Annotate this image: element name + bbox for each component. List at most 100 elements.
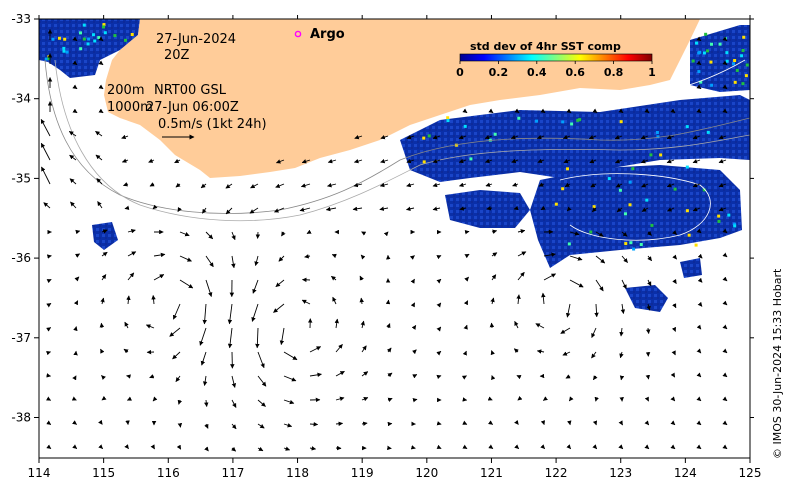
current-vector	[621, 279, 627, 290]
sst-speckle	[710, 42, 714, 46]
current-vector	[231, 423, 237, 430]
sst-speckle	[694, 243, 698, 247]
current-vector	[563, 158, 571, 164]
current-vector	[176, 444, 182, 450]
current-vector	[179, 231, 190, 237]
x-tick-label: 120	[415, 466, 438, 480]
current-vector	[254, 255, 259, 266]
current-vector	[722, 444, 728, 450]
current-vector	[591, 327, 597, 339]
current-vector	[491, 274, 497, 281]
y-axis: -33 -34 -35 -36 -37 -38	[11, 12, 754, 425]
sst-speckle	[718, 42, 722, 46]
sst-speckle	[733, 224, 737, 228]
sst-speckle	[744, 74, 748, 78]
current-vector	[620, 303, 626, 314]
colorbar-tick-label: 0.8	[604, 66, 624, 79]
sst-speckle	[422, 160, 426, 164]
current-vector	[275, 279, 285, 288]
sst-speckle	[709, 60, 713, 64]
current-vector	[177, 422, 183, 428]
sst-speckle	[733, 59, 737, 63]
current-vector	[491, 252, 498, 257]
sst-speckle	[79, 31, 83, 35]
current-vector	[463, 300, 469, 306]
current-vector	[595, 255, 606, 264]
current-vector	[72, 84, 78, 90]
current-vector	[124, 444, 129, 450]
current-vector	[512, 182, 519, 187]
current-vector	[540, 205, 546, 211]
contour-white-2	[599, 59, 746, 101]
current-vector	[696, 108, 702, 114]
sst-speckle	[535, 119, 539, 123]
current-vector	[227, 303, 233, 325]
current-vector	[464, 276, 469, 282]
sst-speckle	[607, 177, 611, 181]
sst-speckle	[628, 203, 632, 207]
current-vector	[646, 303, 651, 311]
sst-speckle	[44, 57, 48, 61]
current-vector	[670, 108, 676, 114]
sst-speckle	[628, 180, 632, 184]
current-vector	[204, 399, 209, 407]
current-vector	[722, 60, 728, 66]
colorbar-gradient	[459, 53, 653, 62]
current-vector	[513, 348, 519, 354]
current-vector	[121, 158, 129, 163]
sst-speckle	[691, 59, 695, 63]
current-vector	[463, 324, 468, 330]
current-vector	[406, 134, 415, 140]
current-vector	[124, 205, 130, 211]
current-vector	[309, 346, 322, 353]
current-vector	[722, 252, 728, 258]
sst-speckle	[79, 47, 83, 51]
current-vector	[204, 423, 209, 429]
argo-label: Argo	[310, 27, 345, 42]
sst-speckle	[735, 68, 739, 72]
sst-speckle	[446, 116, 450, 120]
x-tick-label: 123	[609, 466, 632, 480]
current-vector	[353, 158, 363, 164]
current-vector	[670, 444, 676, 450]
current-vector	[718, 135, 727, 140]
sst-speckle	[733, 222, 737, 226]
current-vector	[199, 327, 207, 346]
current-vector	[488, 444, 494, 449]
current-vector	[353, 182, 363, 188]
current-vector	[352, 206, 363, 212]
sst-speckle	[63, 37, 67, 41]
contour-1000m	[54, 59, 750, 222]
current-vector	[72, 60, 78, 66]
current-vector	[278, 255, 285, 262]
current-vector	[485, 182, 493, 187]
current-vector	[68, 130, 77, 137]
current-vector	[75, 253, 81, 258]
current-vector	[514, 444, 520, 450]
current-vector	[464, 229, 470, 235]
x-tick-label: 124	[674, 466, 697, 480]
sst-speckle	[741, 48, 745, 52]
current-vector	[411, 324, 417, 330]
current-vector	[153, 252, 166, 258]
y-tick-label: -37	[11, 331, 31, 345]
current-vector	[73, 300, 79, 306]
current-vector	[671, 326, 676, 332]
sst-speckle	[493, 132, 497, 136]
current-vector	[359, 297, 364, 305]
current-vector	[462, 108, 468, 114]
sst-speckle	[731, 62, 735, 66]
current-vector	[249, 207, 259, 214]
sst-speckle	[103, 31, 107, 35]
current-vector	[175, 182, 181, 188]
current-vector	[177, 399, 183, 405]
current-vector	[74, 276, 80, 282]
sst-speckle	[82, 37, 86, 41]
x-tick-label: 116	[157, 466, 180, 480]
current-vector	[281, 231, 286, 237]
current-vector	[95, 130, 103, 137]
sst-speckle	[446, 119, 450, 123]
current-vector	[46, 303, 52, 308]
current-vector	[332, 296, 337, 305]
current-vector	[274, 207, 285, 213]
